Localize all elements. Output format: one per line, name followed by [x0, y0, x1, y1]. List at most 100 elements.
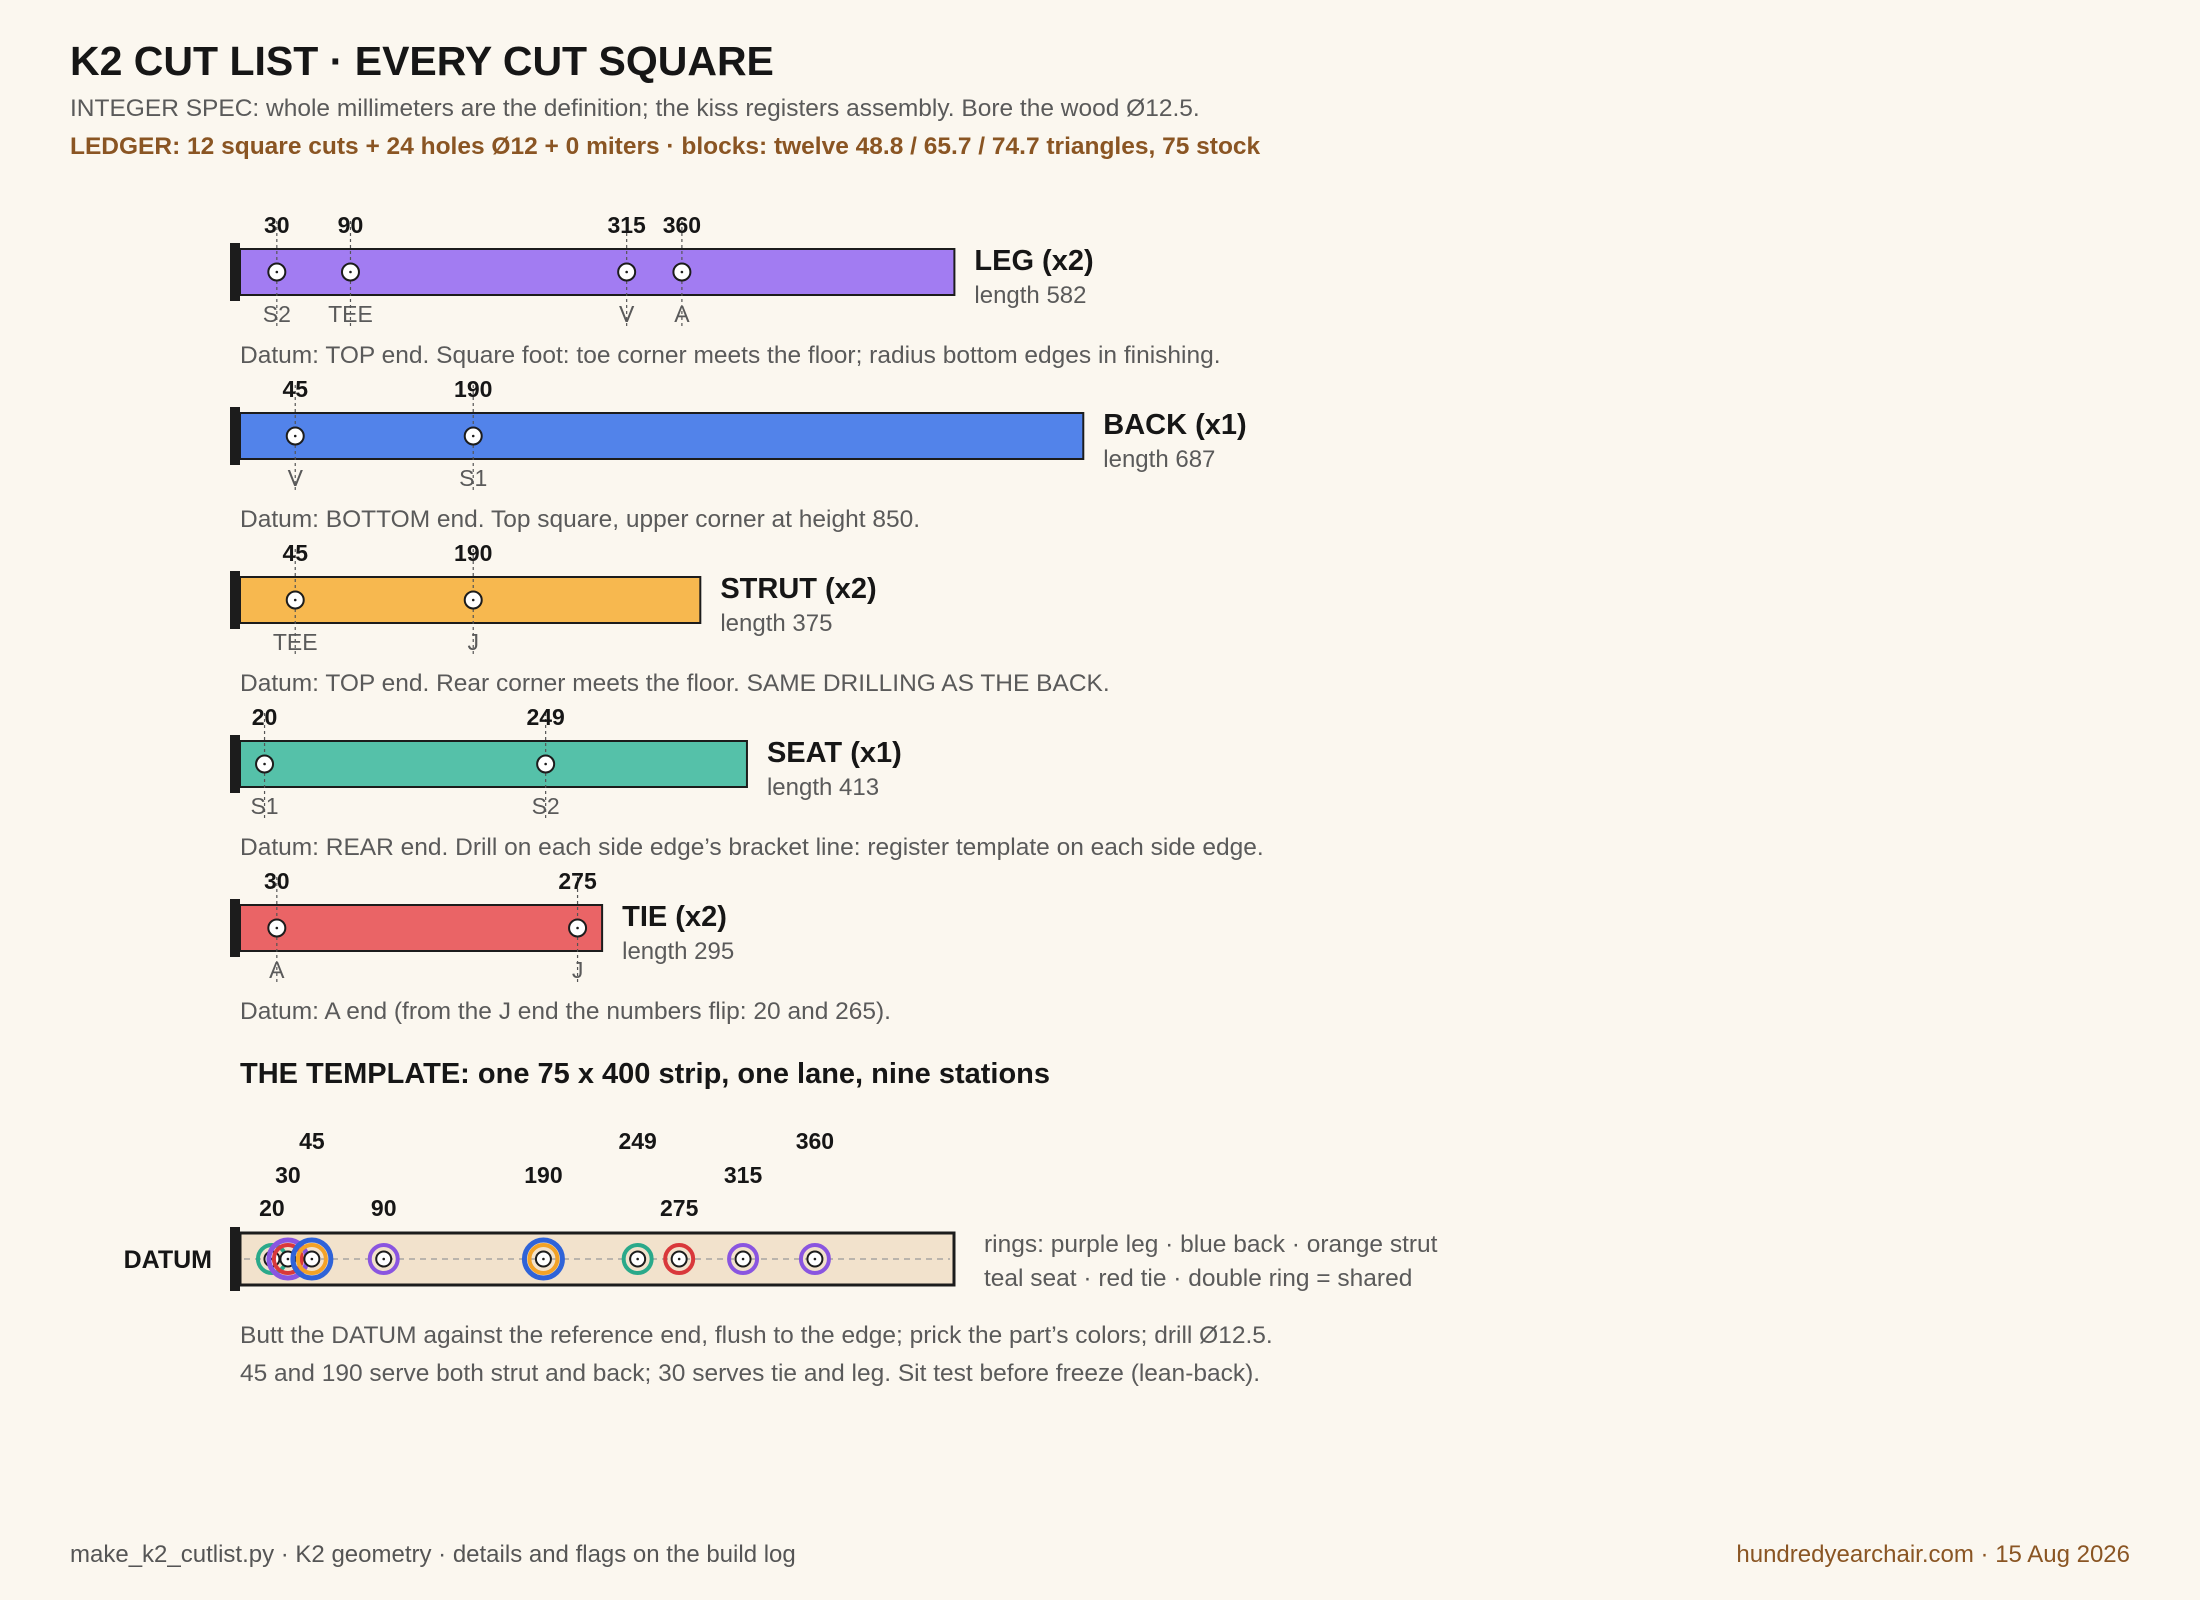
hole-joint-label: TEE: [328, 301, 373, 327]
station-center-dot: [542, 1257, 545, 1261]
station-center-dot: [677, 1257, 681, 1261]
station-center-dot: [741, 1257, 745, 1261]
hole-joint-label: S1: [250, 793, 278, 819]
hole-position-label: 45: [282, 376, 308, 402]
part-name: TIE (x2): [622, 901, 727, 933]
hole-center-dot: [544, 762, 547, 766]
page-title: K2 CUT LIST · EVERY CUT SQUARE: [70, 38, 774, 84]
station-ring-leg: [727, 1243, 760, 1275]
station-position-label: 249: [618, 1128, 656, 1154]
station-center-dot: [636, 1257, 639, 1261]
part-name: LEG (x2): [974, 245, 1093, 277]
station-ring-seat: [621, 1243, 654, 1275]
part-bar: [239, 412, 1085, 460]
station-position-label: 30: [275, 1162, 301, 1188]
part-length: length 413: [767, 774, 879, 801]
hole-position-label: 20: [252, 704, 278, 730]
hole-position-label: 30: [264, 868, 290, 894]
template-datum-marker: [230, 1227, 240, 1291]
part-length: length 582: [974, 282, 1086, 309]
hole-position-label: 249: [526, 704, 564, 730]
hole-joint-label: A: [269, 957, 285, 983]
station-ring-strut: [527, 1243, 560, 1275]
hole-joint-label: S2: [532, 793, 560, 819]
part-name: BACK (x1): [1103, 409, 1246, 441]
datum-end-marker: [230, 735, 240, 793]
part-length: length 687: [1103, 446, 1215, 473]
station-position-label: 20: [259, 1195, 285, 1221]
station-position-label: 90: [371, 1195, 397, 1221]
part-datum-note: Datum: REAR end. Drill on each side edge…: [240, 834, 1264, 861]
hole-joint-label: TEE: [273, 629, 318, 655]
hole-center-dot: [625, 270, 628, 274]
hole-position-label: 360: [663, 212, 701, 238]
hole-position-label: 45: [282, 540, 308, 566]
part-bar: [239, 904, 604, 952]
station-position-label: 45: [299, 1128, 325, 1154]
hole-joint-label: A: [674, 301, 690, 327]
part-datum-note: Datum: BOTTOM end. Top square, upper cor…: [240, 506, 920, 533]
footer-site-date: hundredyearchair.com · 15 Aug 2026: [1736, 1541, 2130, 1568]
hole-position-label: 30: [264, 212, 290, 238]
part-length: length 295: [622, 938, 734, 965]
hole-center-dot: [349, 270, 352, 274]
hole-position-label: 190: [454, 540, 492, 566]
part-name: STRUT (x2): [720, 573, 876, 605]
hole-position-label: 315: [607, 212, 646, 238]
station-position-label: 190: [524, 1162, 562, 1188]
hole-center-dot: [293, 434, 297, 438]
page-subtitle: INTEGER SPEC: whole millimeters are the …: [70, 95, 1200, 122]
hole-center-dot: [680, 270, 684, 274]
station-center-dot: [286, 1257, 290, 1261]
part-datum-note: Datum: TOP end. Rear corner meets the fl…: [240, 670, 1110, 697]
hole-joint-label: S2: [263, 301, 291, 327]
template-datum-label: DATUM: [124, 1246, 212, 1274]
datum-end-marker: [230, 407, 240, 465]
hole-joint-label: J: [572, 957, 584, 983]
hole-center-dot: [471, 598, 475, 602]
part-bar: [239, 248, 956, 296]
hole-center-dot: [293, 598, 297, 602]
hole-joint-label: S1: [459, 465, 487, 491]
station-position-label: 360: [796, 1128, 834, 1154]
footer-script-note: make_k2_cutlist.py · K2 geometry · detai…: [70, 1541, 796, 1568]
part-datum-note: Datum: A end (from the J end the numbers…: [240, 998, 891, 1025]
part-bar: [239, 740, 748, 788]
hole-center-dot: [576, 926, 579, 930]
station-center-dot: [382, 1257, 386, 1261]
hole-joint-label: J: [467, 629, 479, 655]
station-center-dot: [813, 1257, 817, 1261]
hole-position-label: 90: [338, 212, 364, 238]
hole-joint-label: V: [288, 465, 304, 491]
hole-center-dot: [263, 762, 266, 766]
station-ring-back: [290, 1237, 334, 1281]
station-position-label: 315: [724, 1162, 763, 1188]
hole-center-dot: [275, 270, 279, 274]
ledger-line: LEDGER: 12 square cuts + 24 holes Ø12 + …: [70, 133, 1261, 160]
station-ring-leg: [798, 1243, 831, 1275]
part-name: SEAT (x1): [767, 737, 902, 769]
template-note-line-2: 45 and 190 serve both strut and back; 30…: [240, 1360, 1260, 1387]
hole-center-dot: [275, 926, 279, 930]
station-position-label: 275: [660, 1195, 699, 1221]
station-center-dot: [310, 1257, 314, 1261]
station-ring-leg: [367, 1243, 400, 1275]
hole-center-dot: [471, 434, 475, 438]
hole-position-label: 275: [558, 868, 597, 894]
datum-end-marker: [230, 899, 240, 957]
station-ring-tie: [663, 1243, 696, 1275]
station-ring-strut: [295, 1243, 328, 1275]
datum-end-marker: [230, 571, 240, 629]
hole-position-label: 190: [454, 376, 492, 402]
datum-end-marker: [230, 243, 240, 301]
part-length: length 375: [720, 610, 832, 637]
ring-legend-line-2: teal seat · red tie · double ring = shar…: [984, 1265, 1412, 1292]
part-datum-note: Datum: TOP end. Square foot: toe corner …: [240, 342, 1221, 369]
template-heading: THE TEMPLATE: one 75 x 400 strip, one la…: [240, 1058, 1050, 1090]
station-ring-back: [521, 1237, 565, 1281]
ring-legend-line-1: rings: purple leg · blue back · orange s…: [984, 1231, 1438, 1258]
template-note-line-1: Butt the DATUM against the reference end…: [240, 1322, 1273, 1349]
station-ring-tie: [271, 1243, 304, 1275]
hole-joint-label: V: [619, 301, 635, 327]
